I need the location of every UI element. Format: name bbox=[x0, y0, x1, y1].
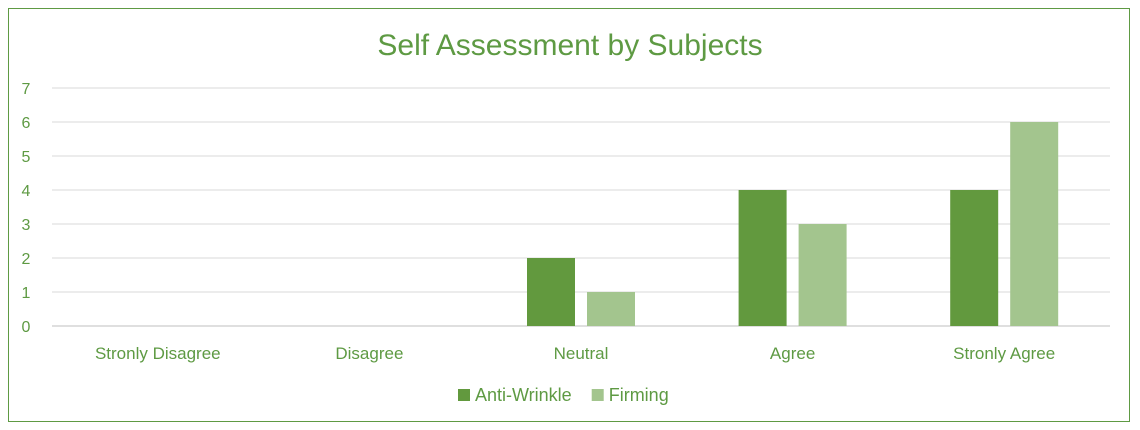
x-category-label: Stronly Agree bbox=[953, 344, 1055, 363]
legend: Anti-Wrinkle Firming bbox=[458, 385, 669, 405]
y-tick-label: 3 bbox=[22, 217, 31, 234]
y-tick-label: 2 bbox=[22, 251, 31, 268]
x-category-label: Stronly Disagree bbox=[95, 344, 221, 363]
y-tick-label: 5 bbox=[22, 149, 31, 166]
y-tick-label: 4 bbox=[22, 183, 31, 200]
bar-firming bbox=[1010, 122, 1059, 326]
x-axis-categories: Stronly Disagree Disagree Neutral Agree Stro… bbox=[95, 344, 1055, 363]
bar-anti-wrinkle bbox=[950, 190, 999, 326]
x-category-label: Agree bbox=[770, 344, 815, 363]
y-axis-ticks: 0 1 2 3 4 5 6 7 bbox=[22, 81, 31, 336]
gridlines bbox=[52, 87, 1110, 327]
bar-firming bbox=[587, 292, 635, 326]
legend-label-firming: Firming bbox=[609, 385, 669, 405]
chart-frame bbox=[8, 8, 1130, 422]
bar-firming bbox=[798, 224, 847, 326]
y-tick-label: 6 bbox=[22, 115, 31, 132]
x-category-label: Neutral bbox=[554, 344, 609, 363]
y-tick-label: 7 bbox=[22, 81, 31, 98]
y-tick-label: 1 bbox=[22, 285, 31, 302]
bar-anti-wrinkle bbox=[527, 258, 575, 326]
bars bbox=[527, 122, 1059, 326]
legend-label-anti-wrinkle: Anti-Wrinkle bbox=[475, 385, 572, 405]
y-tick-label: 0 bbox=[22, 319, 31, 336]
x-category-label: Disagree bbox=[335, 344, 403, 363]
chart-title: Self Assessment by Subjects bbox=[377, 29, 762, 62]
legend-swatch-firming bbox=[591, 389, 604, 401]
bar-anti-wrinkle bbox=[738, 190, 787, 326]
legend-swatch-anti-wrinkle bbox=[458, 389, 470, 401]
